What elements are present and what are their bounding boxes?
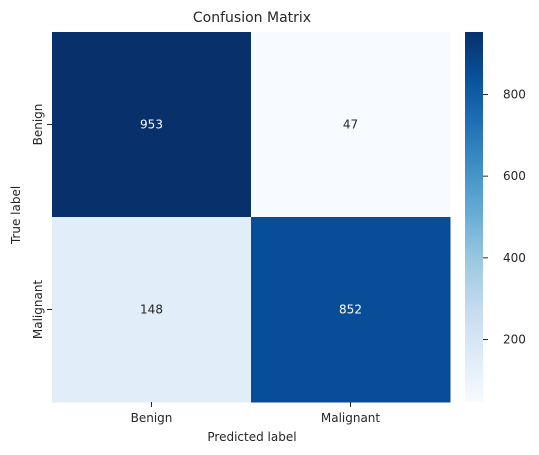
colorbar-axis: 200 400 600 800 xyxy=(483,87,526,347)
cell-value-label: 852 xyxy=(339,303,362,317)
colorbar-tick-label: 400 xyxy=(503,251,526,265)
colorbar xyxy=(465,32,483,402)
colorbar-tick-label: 800 xyxy=(503,87,526,101)
cell-value-label: 953 xyxy=(140,118,163,132)
y-tick-label: Malignant xyxy=(31,280,45,340)
x-axis-label: Predicted label xyxy=(207,430,296,444)
y-axis: Benign Malignant xyxy=(31,104,52,340)
heatmap-cell xyxy=(52,217,252,403)
heatmap-cell xyxy=(251,32,451,218)
y-tick-label: Benign xyxy=(31,104,45,146)
colorbar-tick-label: 200 xyxy=(503,333,526,347)
chart-title: Confusion Matrix xyxy=(193,10,311,26)
heatmap-cell xyxy=(52,32,252,218)
colorbar-tick-label: 600 xyxy=(503,169,526,183)
heatmap-cells: 953 47 148 852 xyxy=(52,32,451,403)
cell-value-label: 47 xyxy=(343,118,358,132)
x-tick-label: Benign xyxy=(131,411,173,425)
x-tick-label: Malignant xyxy=(321,411,381,425)
y-axis-label: True label xyxy=(9,186,23,245)
heatmap-cell xyxy=(251,217,451,403)
x-axis: Benign Malignant xyxy=(131,402,381,425)
cell-value-label: 148 xyxy=(140,303,163,317)
